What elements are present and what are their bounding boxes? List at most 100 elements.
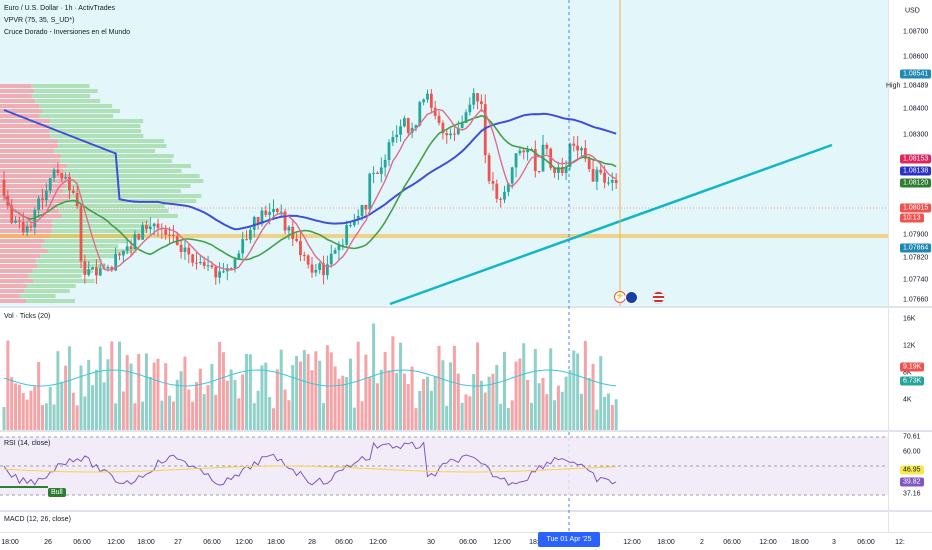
pane-separator[interactable] bbox=[0, 510, 932, 512]
candle-body bbox=[345, 225, 349, 245]
candle-body bbox=[433, 107, 437, 116]
volume-profile-buy-bar bbox=[36, 264, 106, 268]
volume-bar bbox=[71, 392, 75, 430]
candle-body bbox=[499, 198, 503, 200]
volume-bar bbox=[333, 366, 337, 430]
rsi-value-tag: 39.82 bbox=[900, 477, 924, 487]
ma-slow-tag: 1.08138 bbox=[900, 166, 932, 176]
volume-bar bbox=[91, 385, 95, 430]
volume-tick: 16K bbox=[903, 315, 916, 323]
chart-canvas[interactable] bbox=[0, 0, 888, 532]
volume-bar bbox=[106, 359, 110, 430]
rsi-legend[interactable]: RSI (14, close) bbox=[4, 440, 51, 447]
volume-bar bbox=[445, 405, 449, 430]
volume-bar bbox=[56, 351, 60, 430]
candle-body bbox=[437, 115, 441, 123]
candle-body bbox=[114, 253, 118, 271]
time-tick-label: 28 bbox=[308, 539, 316, 546]
time-tick-label: 06:00 bbox=[857, 539, 875, 546]
volume-profile-buy-bar bbox=[63, 189, 181, 193]
volume-profile-sell-bar bbox=[0, 139, 58, 143]
volume-bar bbox=[118, 341, 121, 430]
candle-body bbox=[79, 206, 83, 262]
eu-flag-icon[interactable] bbox=[625, 291, 638, 304]
time-tick-label: 12:00 bbox=[759, 539, 777, 546]
volume-profile-buy-bar bbox=[35, 99, 101, 103]
volume-bar bbox=[241, 374, 245, 430]
volume-bar bbox=[291, 365, 295, 430]
volume-bar bbox=[352, 407, 356, 430]
price-tick: 1.08600 bbox=[903, 53, 929, 61]
time-tick-label: 12:00 bbox=[493, 539, 511, 546]
volume-bar bbox=[522, 343, 526, 430]
macd-axis[interactable] bbox=[888, 512, 932, 532]
volume-bar bbox=[614, 399, 618, 430]
volume-profile-sell-bar bbox=[0, 194, 71, 198]
volume-legend[interactable]: Vol · Ticks (20) bbox=[4, 313, 51, 320]
lightning-event-icon[interactable]: ⚡ bbox=[614, 291, 626, 303]
macd-legend[interactable]: MACD (12, 26, close) bbox=[4, 516, 71, 523]
volume-bar bbox=[537, 383, 541, 430]
candle-body bbox=[44, 190, 48, 201]
volume-bar bbox=[260, 365, 264, 430]
symbol-legend[interactable]: Euro / U.S. Dollar · 1h · ActivTrades bbox=[4, 5, 115, 12]
volume-profile-buy-bar bbox=[52, 224, 150, 228]
volume-bar bbox=[295, 355, 299, 430]
candle-body bbox=[537, 171, 541, 173]
volume-bar bbox=[360, 401, 364, 430]
candle-body bbox=[95, 267, 98, 276]
rsi-tick: 60.00 bbox=[903, 448, 921, 456]
volume-profile-buy-bar bbox=[39, 104, 113, 108]
volume-bar bbox=[553, 400, 557, 430]
candle-body bbox=[164, 229, 168, 235]
volume-profile-buy-bar bbox=[47, 249, 137, 253]
volume-profile-sell-bar bbox=[0, 264, 37, 268]
candle-body bbox=[145, 225, 148, 230]
candle-body bbox=[360, 204, 364, 216]
volume-profile-buy-bar bbox=[24, 289, 70, 293]
us-flag-icon[interactable] bbox=[652, 291, 665, 304]
candle-body bbox=[572, 143, 576, 146]
volume-bar bbox=[275, 369, 279, 430]
volume-bar bbox=[33, 386, 37, 430]
time-axis[interactable]: 18:00 26 06:00 12:00 18:00 27 06:00 12:00 18:00 2… bbox=[0, 532, 932, 550]
candle-body bbox=[557, 167, 560, 173]
bull-signal-badge: Bull bbox=[48, 488, 66, 497]
candle-body bbox=[399, 126, 402, 135]
vpvr-legend[interactable]: VPVR (75, 35, S_UD*) bbox=[4, 17, 75, 24]
volume-bar bbox=[406, 383, 410, 430]
volume-profile-sell-bar bbox=[0, 254, 41, 258]
candle-body bbox=[141, 225, 144, 240]
volume-bar bbox=[264, 362, 268, 430]
volume-bar bbox=[402, 373, 406, 430]
candle-body bbox=[526, 149, 529, 153]
volume-profile-sell-bar bbox=[0, 124, 50, 128]
candle-body bbox=[179, 244, 183, 252]
volume-profile-buy-bar bbox=[58, 209, 169, 213]
macd-pane[interactable] bbox=[0, 512, 888, 532]
volume-bar bbox=[414, 408, 418, 430]
candle-body bbox=[191, 254, 195, 263]
price-tick: 1.08400 bbox=[903, 105, 929, 113]
volume-profile-sell-bar bbox=[0, 104, 40, 108]
volume-bar bbox=[206, 385, 210, 430]
volume-profile-sell-bar bbox=[0, 204, 58, 208]
volume-profile-buy-bar bbox=[58, 144, 167, 148]
volume-bar bbox=[472, 374, 476, 430]
pane-separator[interactable] bbox=[0, 306, 932, 308]
volume-bar bbox=[325, 345, 329, 430]
candle-body bbox=[518, 150, 522, 154]
candle-body bbox=[522, 150, 526, 153]
ma-legend[interactable]: Cruce Dorado - Inversiones en el Mundo bbox=[4, 29, 131, 36]
time-tick-label: 12:00 bbox=[107, 539, 125, 546]
price-tick: 1.07900 bbox=[903, 231, 929, 239]
candle-body bbox=[372, 172, 375, 174]
price-axis[interactable] bbox=[888, 0, 932, 306]
candle-body bbox=[568, 143, 572, 167]
pane-separator[interactable] bbox=[0, 430, 932, 432]
volume-bar bbox=[14, 383, 18, 430]
countdown-tag: 10:13 bbox=[900, 213, 924, 223]
volume-profile-buy-bar bbox=[66, 164, 191, 168]
candle-body bbox=[287, 226, 291, 231]
